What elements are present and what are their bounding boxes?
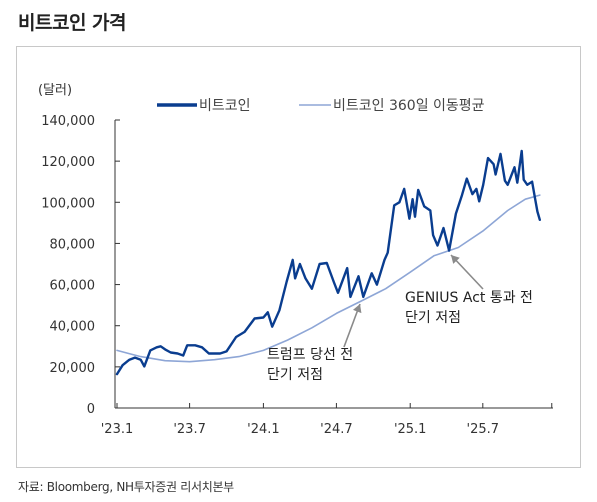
y-tick-label: 20,000 <box>50 361 96 376</box>
x-tick-label: '23.7 <box>173 422 206 437</box>
chart-svg: (달러) 0 20,000 40,000 60,000 80,000 100,000 120,… <box>38 83 553 437</box>
legend-label: 비트코인 360일 이동평균 <box>333 98 485 114</box>
y-tick-label: 60,000 <box>50 279 96 294</box>
x-tick-label: '24.1 <box>247 422 280 437</box>
x-tick-label: '23.1 <box>101 422 134 437</box>
y-tick-label: 80,000 <box>50 237 96 252</box>
y-tick-label: 40,000 <box>50 320 96 335</box>
x-tick-label: '25.7 <box>467 422 500 437</box>
annotation-text: 단기 저점 <box>267 367 323 383</box>
y-tick-label: 140,000 <box>41 114 95 129</box>
y-unit-label: (달러) <box>38 83 72 98</box>
annotation-text: 트럼프 당선 전 <box>267 347 353 363</box>
legend: 비트코인 비트코인 360일 이동평균 <box>157 98 485 114</box>
legend-label: 비트코인 <box>199 98 251 114</box>
x-tick-label: '24.7 <box>320 422 353 437</box>
chart-panel: (달러) 0 20,000 40,000 60,000 80,000 100,000 120,… <box>16 46 581 468</box>
annotation-arrowhead <box>352 304 362 314</box>
series-lines <box>115 149 541 376</box>
x-tick-label: '25.1 <box>394 422 427 437</box>
bitcoin-ma360-line <box>116 194 541 363</box>
chart-title: 비트코인 가격 <box>18 12 127 34</box>
annotation-text: 단기 저점 <box>405 310 461 326</box>
source-note: 자료: Bloomberg, NH투자증권 리서치본부 <box>18 480 234 494</box>
y-tick-label: 120,000 <box>41 155 95 170</box>
bitcoin-price-line <box>115 149 541 376</box>
axes: (달러) 0 20,000 40,000 60,000 80,000 100,000 120,… <box>38 83 553 437</box>
annotation-text: GENIUS Act 통과 전 <box>405 290 533 306</box>
y-tick-label: 0 <box>87 402 95 417</box>
annotation-arrowhead <box>451 255 460 264</box>
y-tick-label: 100,000 <box>41 196 95 211</box>
